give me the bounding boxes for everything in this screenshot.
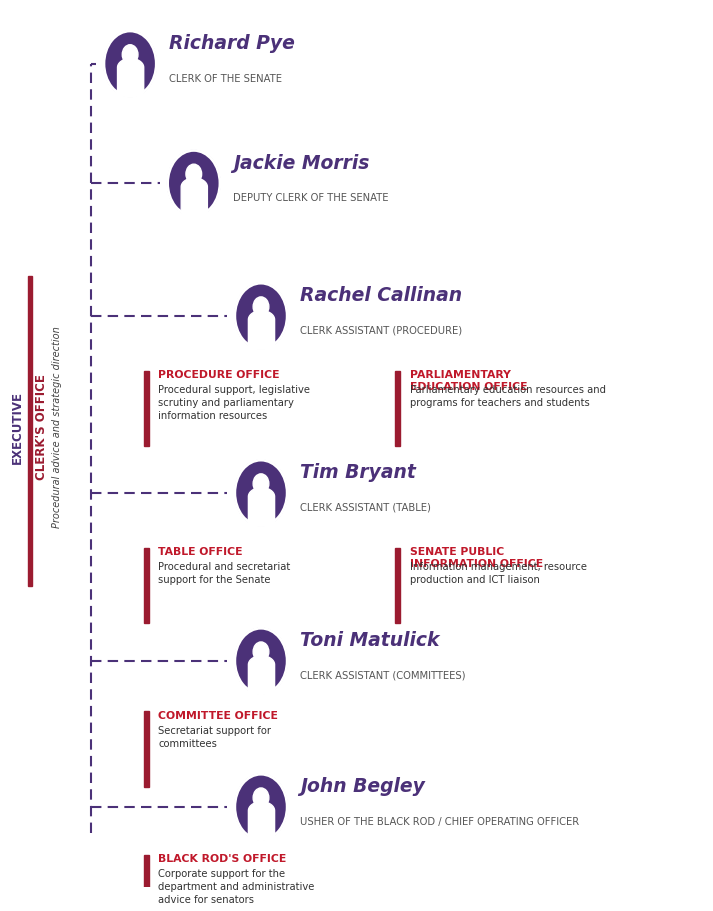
Text: Procedural advice and strategic direction: Procedural advice and strategic directio…: [52, 326, 62, 527]
Circle shape: [235, 461, 287, 526]
Circle shape: [253, 788, 269, 808]
Text: BLACK ROD'S OFFICE: BLACK ROD'S OFFICE: [158, 853, 287, 863]
Circle shape: [253, 298, 269, 317]
Text: EXECUTIVE: EXECUTIVE: [11, 391, 24, 464]
Text: Procedural support, legislative
scrutiny and parliamentary
information resources: Procedural support, legislative scrutiny…: [158, 384, 310, 421]
Circle shape: [168, 151, 220, 217]
Text: CLERK'S OFFICE: CLERK'S OFFICE: [35, 374, 48, 480]
Text: Tim Bryant: Tim Bryant: [300, 463, 416, 482]
Circle shape: [253, 475, 269, 494]
Text: CLERK OF THE SENATE: CLERK OF THE SENATE: [169, 74, 282, 84]
Text: Information management, resource
production and ICT liaison: Information management, resource product…: [409, 561, 587, 585]
Text: SENATE PUBLIC
INFORMATION OFFICE: SENATE PUBLIC INFORMATION OFFICE: [409, 547, 543, 568]
Text: Secretariat support for
committees: Secretariat support for committees: [158, 725, 272, 748]
Text: DEPUTY CLERK OF THE SENATE: DEPUTY CLERK OF THE SENATE: [232, 193, 388, 203]
Text: CLERK ASSISTANT (PROCEDURE): CLERK ASSISTANT (PROCEDURE): [300, 325, 462, 335]
Circle shape: [104, 32, 156, 97]
Text: COMMITTEE OFFICE: COMMITTEE OFFICE: [158, 710, 278, 720]
Circle shape: [186, 165, 202, 185]
Text: Parliamentary education resources and
programs for teachers and students: Parliamentary education resources and pr…: [409, 384, 605, 408]
Text: Rachel Callinan: Rachel Callinan: [300, 286, 462, 305]
Circle shape: [235, 629, 287, 694]
Circle shape: [253, 642, 269, 662]
Circle shape: [122, 46, 138, 66]
Text: CLERK ASSISTANT (TABLE): CLERK ASSISTANT (TABLE): [300, 502, 431, 512]
Bar: [144, 548, 149, 623]
Text: USHER OF THE BLACK ROD / CHIEF OPERATING OFFICER: USHER OF THE BLACK ROD / CHIEF OPERATING…: [300, 816, 579, 826]
Text: PROCEDURE OFFICE: PROCEDURE OFFICE: [158, 370, 280, 380]
Text: Jackie Morris: Jackie Morris: [232, 153, 369, 172]
Text: Corporate support for the
department and administrative
advice for senators: Corporate support for the department and…: [158, 868, 315, 905]
Bar: [396, 548, 401, 623]
Text: TABLE OFFICE: TABLE OFFICE: [158, 547, 243, 557]
Text: Procedural and secretariat
support for the Senate: Procedural and secretariat support for t…: [158, 561, 291, 585]
Text: Toni Matulick: Toni Matulick: [300, 630, 439, 650]
Text: CLERK ASSISTANT (COMMITTEES): CLERK ASSISTANT (COMMITTEES): [300, 670, 466, 680]
Text: John Begley: John Begley: [300, 776, 425, 795]
Bar: [29, 277, 33, 586]
Circle shape: [235, 774, 287, 840]
Text: PARLIAMENTARY
EDUCATION OFFICE: PARLIAMENTARY EDUCATION OFFICE: [409, 370, 527, 391]
Bar: [144, 855, 149, 911]
Bar: [144, 372, 149, 446]
Bar: [396, 372, 401, 446]
Circle shape: [235, 284, 287, 349]
Text: Richard Pye: Richard Pye: [169, 35, 295, 53]
Bar: [144, 711, 149, 787]
